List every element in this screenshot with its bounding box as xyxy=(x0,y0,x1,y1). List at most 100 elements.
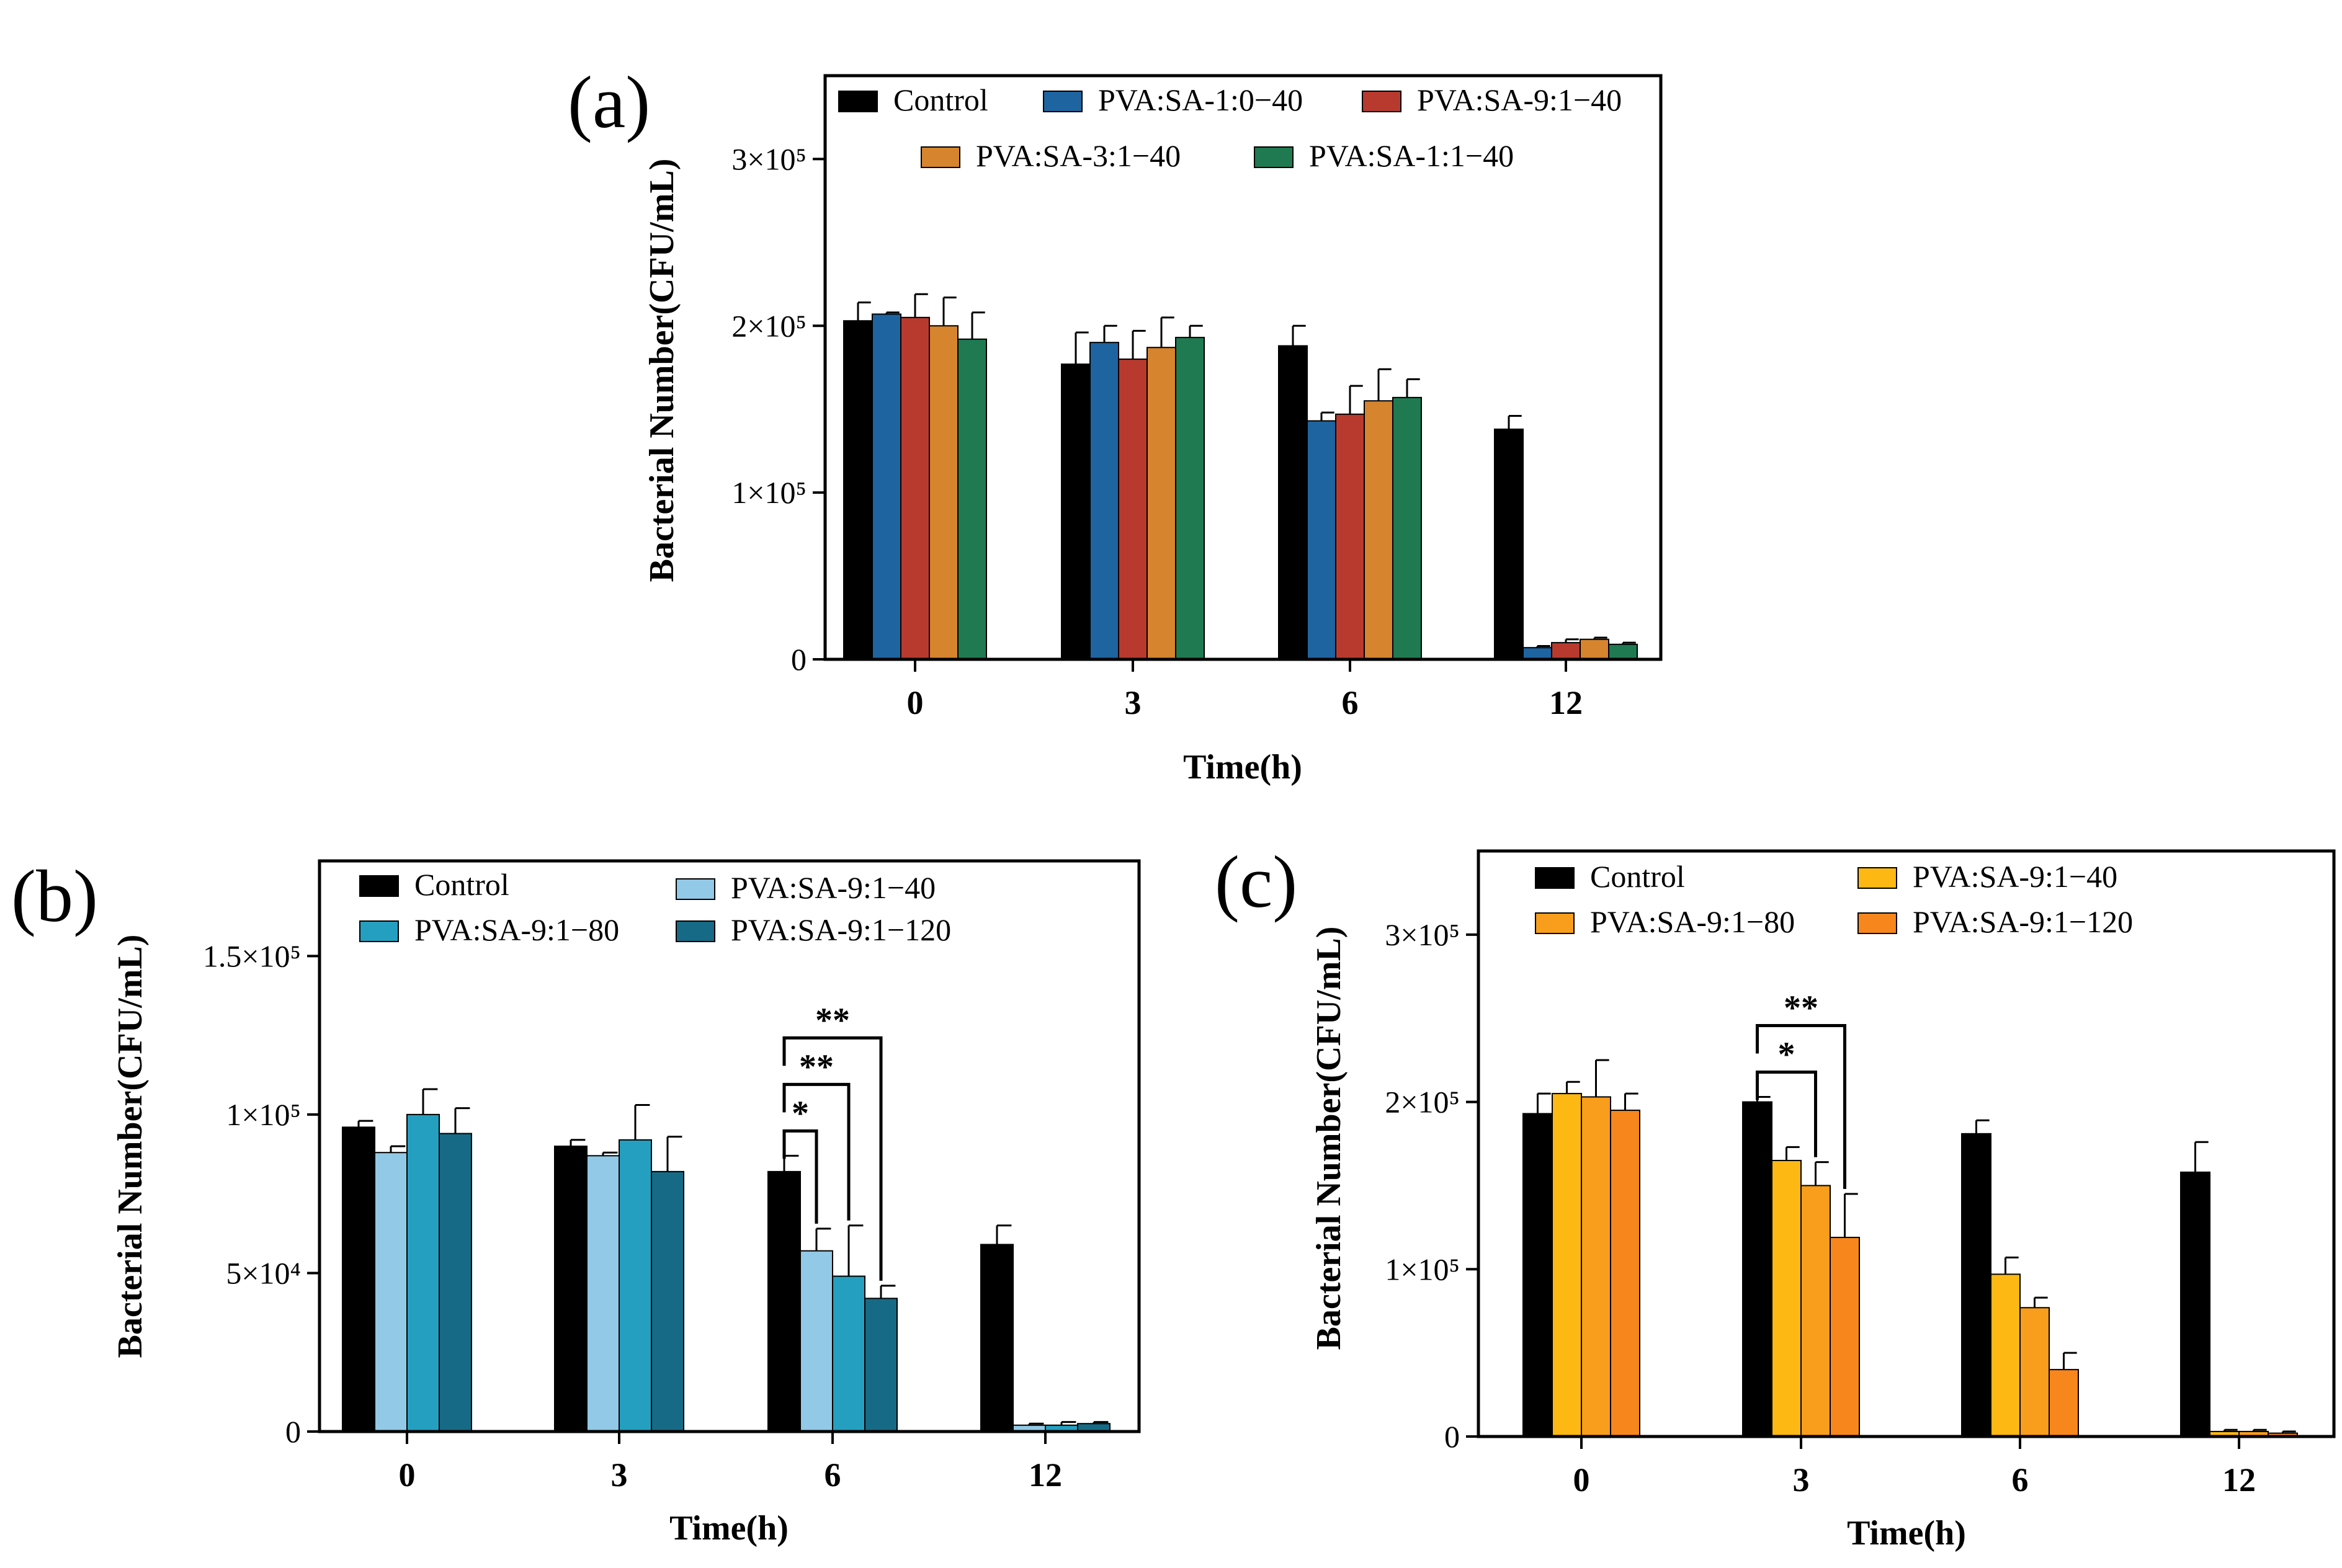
panel-label: (c) xyxy=(1215,840,1297,923)
bar xyxy=(406,1113,440,1433)
legend-swatch xyxy=(838,91,878,112)
y-tick-label: 5×10⁴ xyxy=(226,1255,301,1290)
bar xyxy=(651,1170,684,1433)
y-tick-label: 1×10⁵ xyxy=(226,1097,301,1132)
bar xyxy=(1522,647,1552,661)
chart-panel-c: (c)0 3 6 12***01×10⁵2×10⁵3×10⁵Time(h)Bacter… xyxy=(1215,840,2336,1552)
legend-label: PVA:SA-1:0−40 xyxy=(1098,82,1303,117)
bar xyxy=(1990,1273,2021,1438)
bar xyxy=(1608,643,1638,660)
significance-bracket xyxy=(1756,1070,1817,1157)
legend-label: PVA:SA-9:1−40 xyxy=(731,870,936,905)
significance-label: ** xyxy=(799,1048,834,1086)
legend-swatch xyxy=(1362,91,1401,112)
bar xyxy=(929,325,959,660)
significance-bracket xyxy=(782,1129,818,1224)
legend-swatch xyxy=(359,875,399,897)
bar xyxy=(439,1133,472,1432)
significance-label: ** xyxy=(815,1001,850,1040)
legend: Control PVA:SA-9:1−40 PVA:SA-9:1−80 PVA:SA-… xyxy=(1535,859,2133,939)
bar xyxy=(1307,420,1336,661)
chart-panel-b: (b)0 3 6 12*****05×10⁴1×10⁵1.5×10⁵Time(h)Ba… xyxy=(11,855,1141,1548)
significance-label: ** xyxy=(1784,989,1818,1027)
bar xyxy=(1364,400,1393,660)
bar xyxy=(1610,1110,1640,1437)
bar xyxy=(1552,1093,1582,1437)
bar xyxy=(2019,1307,2050,1438)
bar xyxy=(1335,413,1365,661)
legend-swatch xyxy=(1857,867,1897,889)
y-axis-title: Bacterial Number(CFU/mL) xyxy=(1310,927,1348,1350)
bar xyxy=(980,1244,1014,1432)
legend-swatch xyxy=(1857,912,1897,934)
legend-label: Control xyxy=(414,867,509,902)
legend-label: PVA:SA-3:1−40 xyxy=(976,138,1181,173)
significance-label: * xyxy=(792,1094,809,1133)
bar xyxy=(800,1250,833,1432)
legend-label: Control xyxy=(893,82,988,117)
x-tick-label: 6 xyxy=(1342,684,1359,721)
legend-swatch xyxy=(921,146,960,168)
significance-bracket xyxy=(782,1036,883,1281)
bar xyxy=(1061,363,1091,660)
plot-frame xyxy=(823,74,1663,661)
significance-label: * xyxy=(1778,1035,1795,1074)
bar xyxy=(864,1298,898,1432)
legend-label: PVA:SA-9:1−40 xyxy=(1417,82,1622,117)
y-tick-label: 0 xyxy=(791,642,807,677)
y-axis-title: Bacterial Number(CFU/mL) xyxy=(111,935,150,1358)
y-tick-label: 0 xyxy=(285,1414,301,1449)
legend-label: PVA:SA-9:1−40 xyxy=(1913,859,2117,894)
x-tick-label: 3 xyxy=(1793,1461,1810,1499)
legend: Control PVA:SA-9:1−40 PVA:SA-9:1−80 PVA:SA-… xyxy=(359,867,951,947)
bar xyxy=(1089,342,1119,661)
y-tick-label: 3×10⁵ xyxy=(731,141,807,176)
panel-label: (a) xyxy=(568,61,650,143)
y-tick-label: 1.5×10⁵ xyxy=(203,938,301,973)
bar xyxy=(1146,347,1176,660)
legend-swatch xyxy=(359,920,399,942)
bar xyxy=(619,1139,652,1433)
legend-label: PVA:SA-9:1−80 xyxy=(1590,904,1795,939)
x-tick-label: 0 xyxy=(1573,1461,1590,1499)
bar xyxy=(767,1170,801,1433)
legend-swatch xyxy=(1535,912,1575,934)
legend-label: Control xyxy=(1590,859,1685,894)
legend-swatch xyxy=(1535,867,1575,889)
bar xyxy=(1742,1101,1772,1437)
bar xyxy=(1830,1237,1860,1438)
x-tick-label: 0 xyxy=(907,684,924,721)
y-axis-title: Bacterial Number(CFU/mL) xyxy=(643,159,681,582)
bar xyxy=(1392,396,1422,660)
y-tick-label: 2×10⁵ xyxy=(1385,1085,1460,1120)
legend-swatch xyxy=(676,878,715,900)
bar xyxy=(957,338,987,660)
bar xyxy=(1551,642,1581,660)
bar xyxy=(843,320,873,660)
x-axis-title: Time(h) xyxy=(1847,1514,1966,1552)
bar xyxy=(1118,359,1148,660)
y-tick-label: 1×10⁵ xyxy=(731,475,807,510)
bar xyxy=(872,313,901,661)
y-tick-label: 2×10⁵ xyxy=(731,308,807,343)
bar xyxy=(1800,1185,1831,1438)
bar xyxy=(586,1155,620,1433)
bar xyxy=(1522,1113,1553,1437)
bar xyxy=(832,1275,865,1433)
bar xyxy=(342,1126,375,1433)
x-tick-label: 12 xyxy=(1029,1456,1062,1494)
bar xyxy=(900,316,930,661)
bar xyxy=(1494,428,1524,661)
bar xyxy=(374,1152,408,1432)
bar xyxy=(1278,345,1308,660)
bar xyxy=(1580,638,1609,661)
bar xyxy=(1581,1096,1611,1437)
x-tick-label: 12 xyxy=(1549,684,1583,721)
bar xyxy=(2180,1171,2210,1437)
plot-frame xyxy=(1477,849,2336,1438)
legend-swatch xyxy=(676,920,715,942)
x-axis-title: Time(h) xyxy=(669,1509,789,1548)
bar xyxy=(1771,1159,1802,1437)
y-tick-label: 1×10⁵ xyxy=(1385,1252,1460,1286)
